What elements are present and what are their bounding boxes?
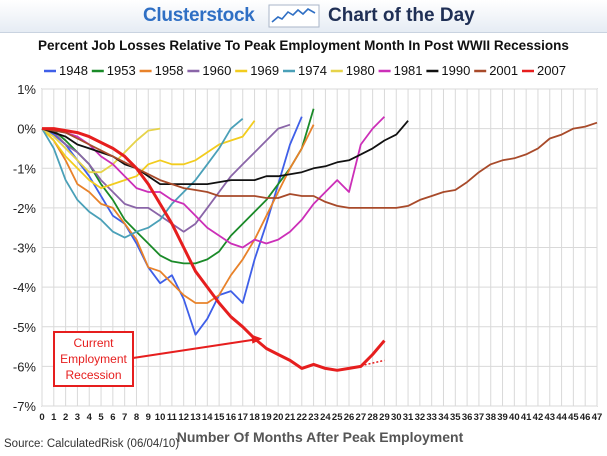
- x-tick-label: 14: [202, 412, 213, 423]
- annotation-box: [53, 331, 134, 387]
- y-tick-label: -4%: [13, 280, 37, 295]
- x-tick-label: 21: [285, 412, 296, 423]
- x-tick-label: 9: [146, 412, 151, 423]
- series-line-1980: [41, 127, 161, 174]
- legend-label-1981: 1981: [394, 63, 423, 78]
- x-tick-label: 40: [509, 412, 520, 423]
- x-tick-label: 7: [122, 412, 127, 423]
- brand-logo[interactable]: Clusterstock: [143, 5, 255, 26]
- annotation-text-line: Employment: [60, 352, 127, 366]
- source-note: Source: CalculatedRisk (06/04/10): [4, 438, 180, 450]
- x-tick-label: 11: [167, 412, 178, 423]
- x-tick-label: 18: [249, 412, 260, 423]
- y-tick-label: -2%: [13, 201, 37, 216]
- x-tick-label: 15: [214, 412, 225, 423]
- x-tick-label: 45: [568, 412, 579, 423]
- x-tick-label: 33: [426, 412, 437, 423]
- y-tick-label: 1%: [17, 82, 36, 97]
- x-tick-label: 31: [403, 412, 414, 423]
- x-tick-label: 1: [51, 412, 57, 423]
- legend-label-1960: 1960: [202, 63, 231, 78]
- x-tick-label: 36: [462, 412, 473, 423]
- legend-label-2007: 2007: [537, 63, 566, 78]
- x-tick-label: 41: [521, 412, 532, 423]
- annotation: Current Employment Recession: [53, 331, 263, 387]
- x-tick-label: 47: [592, 412, 603, 423]
- y-tick-label: -1%: [13, 161, 37, 176]
- y-tick-label: -6%: [13, 359, 37, 374]
- x-tick-label: 24: [320, 412, 331, 423]
- series-line-1974: [41, 118, 244, 239]
- annotation-text-line: Current: [73, 336, 114, 350]
- section-title: Chart of the Day: [328, 5, 475, 26]
- x-tick-label: 46: [580, 412, 591, 423]
- x-tick-label: 13: [190, 412, 201, 423]
- y-tick-label: 0%: [17, 122, 36, 137]
- x-tick-label: 35: [450, 412, 461, 423]
- x-tick-label: 37: [474, 412, 485, 423]
- x-tick-label: 43: [544, 412, 555, 423]
- annotation-arrow-head: [251, 334, 263, 344]
- x-tick-label: 32: [415, 412, 426, 423]
- series-line-1990: [41, 120, 409, 186]
- x-tick-label: 2: [63, 412, 68, 423]
- x-tick-label: 27: [356, 412, 367, 423]
- x-tick-label: 16: [226, 412, 237, 423]
- series-line-1969: [41, 120, 256, 190]
- x-tick-label: 39: [497, 412, 508, 423]
- x-tick-label: 22: [296, 412, 307, 423]
- series-line-2007: [42, 127, 386, 372]
- series-line-1948: [41, 116, 303, 336]
- legend-label-2001: 2001: [489, 63, 518, 78]
- x-tick-label: 17: [237, 412, 248, 423]
- legend-label-1974: 1974: [298, 63, 327, 78]
- x-tick-label: 30: [391, 412, 402, 423]
- x-tick-label: 10: [155, 412, 166, 423]
- x-tick-label: 38: [485, 412, 496, 423]
- chart-trend-icon: [268, 4, 320, 28]
- series-line-1958: [41, 124, 315, 304]
- x-tick-label: 29: [379, 412, 390, 423]
- series-lines: [41, 108, 598, 372]
- series-line-1960: [41, 123, 291, 233]
- axes: 1%0%-1%-2%-3%-4%-5%-6%-7%0 1 2 3 4 5 6 7 8 9 10 11 1…: [13, 82, 602, 423]
- x-tick-label: 26: [344, 412, 355, 423]
- x-tick-label: 3: [75, 412, 80, 423]
- x-tick-label: 5: [98, 412, 104, 423]
- x-tick-label: 0: [39, 412, 44, 423]
- legend-label-1958: 1958: [155, 63, 184, 78]
- annotation-arrow-line: [132, 338, 255, 359]
- y-tick-label: -3%: [13, 241, 37, 256]
- x-axis-label: Number Of Months After Peak Employment: [177, 429, 464, 445]
- x-tick-label: 8: [134, 412, 139, 423]
- annotation-text-line: Recession: [65, 368, 121, 382]
- chart-title: Percent Job Losses Relative To Peak Empl…: [38, 38, 569, 53]
- x-tick-label: 25: [332, 412, 343, 423]
- x-tick-label: 19: [261, 412, 272, 423]
- x-tick-label: 34: [438, 412, 449, 423]
- legend-label-1969: 1969: [250, 63, 279, 78]
- legend-label-1953: 1953: [107, 63, 136, 78]
- x-tick-label: 20: [273, 412, 284, 423]
- x-tick-label: 4: [87, 412, 93, 423]
- x-tick-label: 28: [367, 412, 378, 423]
- x-tick-label: 23: [308, 412, 319, 423]
- legend-label-1980: 1980: [346, 63, 375, 78]
- header-banner: Clusterstock Chart of the Day: [0, 0, 607, 33]
- x-tick-label: 42: [533, 412, 544, 423]
- y-tick-label: -7%: [13, 399, 37, 414]
- x-tick-label: 6: [110, 412, 115, 423]
- legend-label-1948: 1948: [59, 63, 88, 78]
- x-tick-label: 12: [178, 412, 189, 423]
- x-tick-label: 44: [556, 412, 567, 423]
- legend-label-1990: 1990: [441, 63, 470, 78]
- y-tick-label: -5%: [13, 320, 37, 335]
- legend: 1948 1953 1958 1960 1969 1974 1980 1981 1990 2001…: [44, 63, 566, 78]
- series-line-1981: [41, 116, 386, 249]
